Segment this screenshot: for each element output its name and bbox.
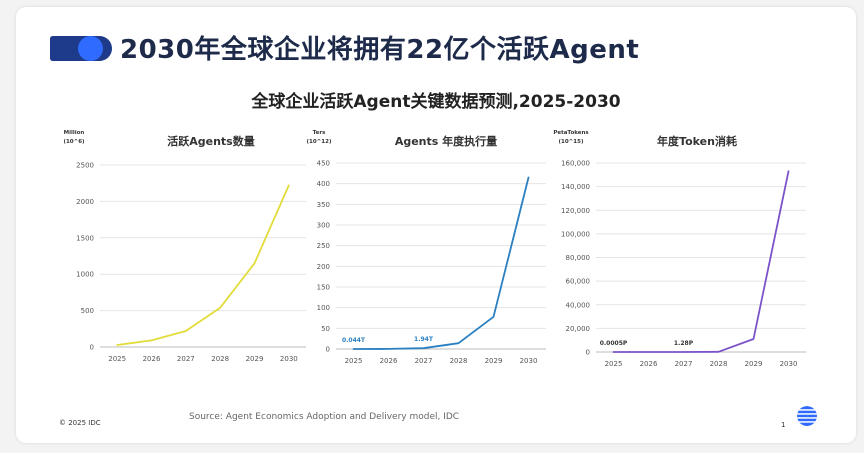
- idc-logo-icon: [797, 406, 817, 426]
- data-label: 1.28P: [674, 340, 694, 347]
- y-tick-label: 2500: [76, 162, 94, 170]
- page-title: 2030年全球企业将拥有22亿个活跃Agent: [120, 35, 640, 65]
- source-note: Source: Agent Economics Adoption and Del…: [189, 412, 460, 422]
- chart-title: 年度Token消耗: [657, 134, 737, 148]
- y-tick-label: 500: [81, 307, 94, 315]
- x-tick-label: 2030: [280, 355, 298, 363]
- y-tick-label: 1000: [76, 271, 94, 279]
- y-tick-label: 60,000: [566, 278, 591, 286]
- y-tick-label: 1500: [76, 234, 94, 242]
- x-tick-label: 2026: [380, 357, 398, 365]
- y-tick-label: 40,000: [566, 301, 591, 309]
- chart-title: Agents 年度执行量: [395, 134, 497, 148]
- x-tick-label: 2028: [211, 355, 229, 363]
- y-tick-label: 0: [586, 349, 590, 357]
- charts-area: 活跃Agents数量Million(10^6)05001000150020002…: [63, 130, 806, 368]
- y-tick-label: 0: [90, 344, 94, 352]
- page-number: 1: [781, 421, 786, 429]
- x-tick-label: 2027: [415, 357, 433, 365]
- x-tick-label: 2030: [780, 360, 798, 368]
- x-tick-label: 2029: [246, 355, 264, 363]
- series-line: [612, 170, 790, 353]
- y-tick-label: 120,000: [561, 207, 590, 215]
- y-tick-label: 300: [317, 222, 330, 230]
- y-tick-label: 0: [326, 346, 330, 354]
- y-tick-label: 400: [317, 180, 330, 188]
- y-tick-label: 160,000: [561, 160, 590, 168]
- x-tick-label: 2027: [177, 355, 195, 363]
- y-tick-label: 50: [321, 325, 330, 333]
- slide: 2030年全球企业将拥有22亿个活跃Agent 全球企业活跃Agent关键数据预…: [16, 7, 856, 443]
- x-tick-label: 2026: [143, 355, 161, 363]
- page-subtitle: 全球企业活跃Agent关键数据预测,2025-2030: [251, 92, 621, 112]
- unit-label: (10^15): [559, 139, 584, 145]
- y-tick-label: 2000: [76, 198, 94, 206]
- x-tick-label: 2026: [640, 360, 658, 368]
- y-tick-label: 150: [317, 284, 330, 292]
- data-label: 0.044T: [342, 337, 366, 344]
- x-tick-label: 2025: [345, 357, 363, 365]
- data-label: 0.0005P: [600, 340, 628, 347]
- y-tick-label: 450: [317, 160, 330, 168]
- data-label: 1.94T: [414, 336, 434, 343]
- chart-title: 活跃Agents数量: [167, 134, 254, 148]
- x-tick-label: 2028: [710, 360, 728, 368]
- unit-label: (10^12): [307, 139, 332, 145]
- y-tick-label: 100: [317, 304, 330, 312]
- unit-label: (10^6): [63, 139, 85, 145]
- x-tick-label: 2030: [520, 357, 538, 365]
- copyright-text: © 2025 IDC: [59, 419, 101, 427]
- x-tick-label: 2025: [605, 360, 623, 368]
- x-tick-label: 2027: [675, 360, 693, 368]
- unit-label: Million: [64, 130, 85, 136]
- x-tick-label: 2025: [108, 355, 126, 363]
- x-tick-label: 2028: [450, 357, 468, 365]
- x-tick-label: 2029: [745, 360, 763, 368]
- y-tick-label: 80,000: [566, 254, 591, 262]
- x-tick-label: 2029: [485, 357, 503, 365]
- y-tick-label: 200: [317, 263, 330, 271]
- unit-label: Ters: [313, 130, 326, 136]
- y-tick-label: 100,000: [561, 230, 590, 238]
- title-accent-dot: [78, 36, 103, 61]
- y-tick-label: 250: [317, 242, 330, 250]
- series-line: [352, 176, 530, 350]
- series-line: [116, 184, 290, 346]
- unit-label: PetaTokens: [553, 130, 589, 136]
- y-tick-label: 140,000: [561, 183, 590, 191]
- y-tick-label: 350: [317, 201, 330, 209]
- y-tick-label: 20,000: [566, 325, 591, 333]
